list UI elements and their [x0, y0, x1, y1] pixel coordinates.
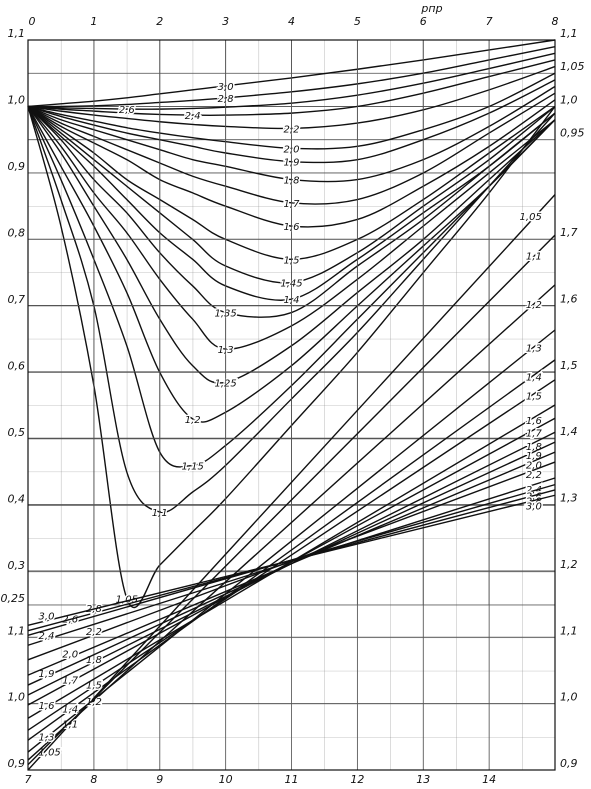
isotherm-label: 1,9 [39, 669, 55, 680]
isotherm-line [27, 379, 556, 731]
x-tick-label: 7 [25, 773, 32, 786]
isotherm-label: 2,6 [526, 491, 542, 502]
y-tick-label: 0,4 [8, 492, 26, 505]
isotherm-label: 1,2 [526, 300, 542, 311]
isotherm-label: 1,4 [526, 372, 542, 383]
y2-tick-label: 1,3 [560, 492, 578, 505]
isotherm-label: 1,2 [185, 415, 201, 426]
isotherm-label: 1,9 [526, 451, 542, 462]
isotherm-label: 1,05 [116, 594, 138, 605]
x-tick-label: 6 [420, 15, 427, 28]
y2-tick-label: 1,05 [560, 60, 585, 73]
x-tick-label: 8 [90, 773, 97, 786]
y-tick-label: 1,1 [8, 624, 26, 637]
y-tick-label: 0,8 [8, 226, 26, 239]
isotherm-label: 2,2 [526, 470, 542, 481]
isotherm-label: 3,0 [526, 502, 542, 513]
x-tick-label: 11 [285, 773, 299, 786]
isotherm-label: 1,1 [62, 719, 78, 730]
isotherm-label: 2,4 [39, 631, 55, 642]
y2-tick-label: 1,5 [560, 359, 578, 372]
y-tick-label: 0,5 [8, 426, 26, 439]
isotherm-line [27, 329, 556, 753]
x-tick-label: 7 [486, 15, 493, 28]
x-tick-label: 10 [219, 773, 233, 786]
isotherm-label: 1,15 [182, 461, 204, 472]
y2-tick-label: 0,9 [560, 757, 578, 770]
y-tick-label: 0,25 [1, 592, 26, 605]
isotherm-line [27, 106, 556, 608]
isotherm-label: 3,0 [39, 612, 55, 623]
isotherm-label: 2,6 [119, 105, 135, 116]
y2-tick-label: 1,6 [560, 292, 578, 305]
isotherm-label: 2,0 [62, 650, 78, 661]
x-tick-label: 3 [222, 15, 229, 28]
isotherm-line [27, 106, 556, 514]
y2-tick-label: 1,0 [560, 93, 578, 106]
y2-tick-label: 1,1 [560, 27, 578, 40]
x-tick-label: 4 [288, 15, 295, 28]
y-tick-label: 0,3 [8, 559, 26, 572]
x-tick-label: 8 [552, 15, 559, 28]
isotherm-label: 1,05 [39, 747, 61, 758]
y2-tick-label: 1,4 [560, 425, 578, 438]
x-tick-label: 5 [354, 15, 361, 28]
y2-tick-label: 1,2 [560, 558, 578, 571]
isotherm-label: 2,2 [86, 627, 102, 638]
isotherm-label: 1,8 [526, 442, 542, 453]
y-tick-label: 1,0 [8, 93, 26, 106]
x-tick-label: 12 [350, 773, 364, 786]
isotherm-line [27, 477, 556, 646]
x-tick-label: 1 [90, 15, 97, 28]
isotherm-label: 2,4 [185, 111, 201, 122]
isotherm-line [27, 106, 556, 468]
plot-layer: 0 1 2 3 4 5 6 7 81,11,00,90,80,70,60,50,40,30,25… [1, 15, 585, 786]
isotherm-label: 1,6 [39, 701, 55, 712]
y-tick-label: 0,6 [8, 359, 26, 372]
x-tick-label: 14 [482, 773, 496, 786]
x-tick-label: 9 [156, 773, 163, 786]
isotherm-label: 1,05 [520, 212, 542, 223]
isotherm-label: 2,8 [526, 496, 542, 507]
isotherm-line [27, 451, 556, 676]
x-tick-label: 0 [29, 15, 36, 28]
isotherm-label: 1,3 [526, 344, 542, 355]
isotherm-line [27, 494, 556, 627]
isotherm-label: 1,5 [526, 392, 542, 403]
x-tick-label: 2 [156, 15, 163, 28]
y2-tick-label: 1,7 [560, 226, 578, 239]
y-tick-label: 1,0 [8, 691, 26, 704]
plot-frame [27, 39, 556, 771]
isotherm-line [27, 106, 556, 423]
isotherm-label: 1,3 [39, 733, 55, 744]
isotherm-label: 1,7 [526, 428, 543, 439]
isotherm-line [27, 359, 556, 741]
isotherm-label: 1,4 [62, 704, 78, 715]
y2-tick-label: 1,0 [560, 691, 578, 704]
isotherm-label: 1,1 [526, 251, 542, 262]
x-axis-title: pпр [420, 2, 442, 15]
isotherm-label: 2,0 [526, 461, 542, 472]
y2-tick-label: 1,1 [560, 624, 578, 637]
y2-tick-label: 0,95 [560, 127, 585, 140]
y-tick-label: 0,9 [8, 160, 26, 173]
isotherm-line [27, 194, 556, 771]
y-tick-label: 0,7 [8, 293, 26, 306]
y-tick-label: 1,1 [8, 27, 26, 40]
isotherm-label: 1,6 [526, 416, 542, 427]
isotherm-label: 1,2 [86, 697, 102, 708]
isotherm-label: 1,7 [62, 675, 79, 686]
y-tick-label: 0,9 [8, 757, 26, 770]
x-tick-label: 13 [416, 773, 430, 786]
